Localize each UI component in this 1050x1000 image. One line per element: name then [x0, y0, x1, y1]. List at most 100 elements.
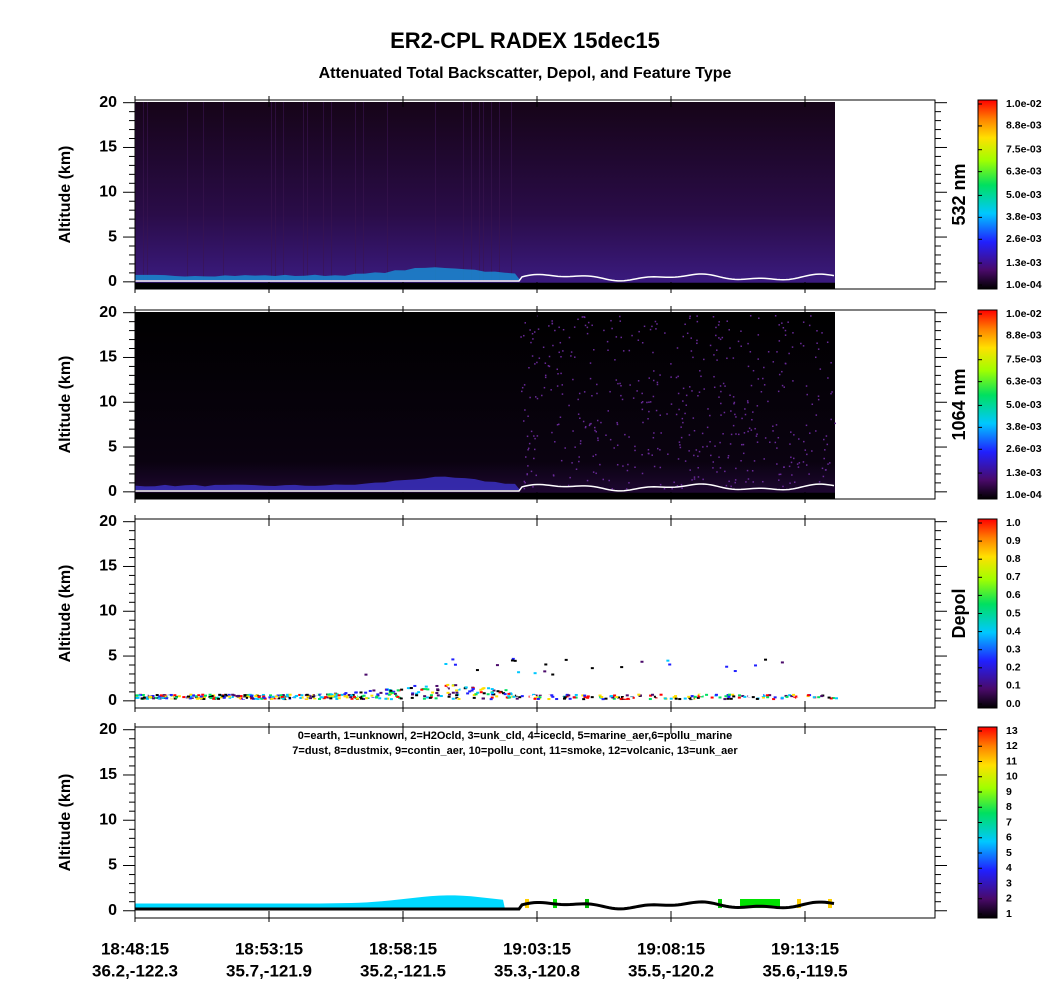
depol-pixel — [481, 697, 485, 700]
depol-pixel — [697, 693, 701, 696]
depol-pixel — [762, 695, 766, 698]
depol-pixel — [415, 694, 419, 697]
depol-pixel — [306, 695, 310, 698]
depol-pixel — [696, 696, 700, 699]
noise — [682, 387, 685, 390]
depol-pixel — [773, 696, 777, 699]
depol-pixel — [648, 698, 652, 701]
noise — [749, 315, 752, 317]
depol-pixel — [343, 695, 347, 698]
noise — [652, 436, 655, 439]
noise — [529, 329, 531, 331]
depol-pixel — [510, 659, 514, 662]
curtain — [135, 102, 835, 289]
depol-pixel — [250, 697, 254, 700]
noise — [826, 443, 829, 446]
depol-pixel — [266, 695, 270, 698]
noise — [663, 487, 666, 490]
noise — [531, 355, 534, 357]
noise — [656, 381, 659, 384]
surface-line — [135, 273, 835, 282]
depol-pixel — [533, 672, 537, 675]
depol-pixel — [370, 694, 374, 697]
depol-pixel — [578, 697, 582, 700]
depol-pixel — [417, 691, 421, 694]
noise — [524, 481, 526, 484]
noise — [730, 410, 732, 412]
y-tick-label: 10 — [99, 393, 117, 410]
colorbar-tick-label: 0.1 — [1006, 680, 1021, 692]
noise — [697, 455, 699, 457]
noise — [757, 334, 760, 336]
y-tick-label: 10 — [99, 183, 117, 200]
noise — [652, 379, 655, 382]
noise — [816, 330, 818, 332]
noise — [735, 433, 737, 435]
x-position-label: 35.5,-120.2 — [628, 961, 714, 980]
depol-pixel — [243, 696, 247, 699]
noise — [526, 435, 529, 438]
noise — [788, 352, 790, 355]
curtain-streak — [203, 102, 204, 281]
noise — [796, 463, 799, 465]
noise — [616, 421, 618, 424]
depol-pixel — [318, 697, 322, 700]
depol-pixel — [227, 693, 231, 696]
noise — [559, 341, 562, 344]
depol-pixel — [385, 688, 389, 691]
noise — [535, 474, 537, 477]
noise — [595, 472, 597, 475]
noise — [571, 462, 573, 464]
depol-pixel — [714, 693, 718, 696]
x-position-label: 35.6,-119.5 — [762, 961, 847, 980]
noise — [578, 456, 580, 458]
depol-pixel — [572, 696, 576, 699]
depol-pixel — [359, 691, 363, 694]
depol-pixel — [565, 695, 569, 698]
noise — [816, 342, 818, 344]
curtain-streak — [271, 102, 272, 281]
depol-pixel — [437, 697, 441, 700]
depol-pixel — [189, 693, 193, 696]
noise — [691, 390, 693, 392]
depol-pixel — [451, 697, 455, 700]
depol-pixel — [224, 693, 228, 696]
depol-pixel — [340, 693, 344, 696]
depol-pixel — [221, 695, 225, 698]
noise — [788, 465, 791, 468]
depol-pixel — [447, 695, 451, 698]
noise — [533, 448, 536, 451]
noise — [756, 433, 758, 435]
noise — [537, 328, 540, 330]
noise — [692, 356, 694, 359]
noise — [647, 449, 650, 451]
noise — [582, 420, 585, 423]
depol-pixel — [504, 689, 508, 692]
curtain-streak — [187, 102, 188, 281]
noise — [718, 396, 720, 398]
depol-pixel — [699, 694, 703, 697]
plot-frame — [134, 726, 936, 919]
noise — [790, 461, 793, 464]
noise — [726, 320, 728, 322]
depol-pixel — [640, 660, 644, 663]
depol-pixel — [222, 695, 226, 698]
depol-pixel — [246, 694, 250, 697]
depol-pixel — [538, 696, 542, 699]
noise — [712, 461, 715, 463]
colorbar-tick-label: 8 — [1006, 801, 1012, 813]
depol-pixel — [624, 697, 628, 700]
depol-pixel — [410, 696, 414, 699]
noise — [527, 447, 530, 450]
y-tick-label: 20 — [99, 721, 117, 738]
noise — [831, 391, 833, 393]
depol-pixel — [455, 689, 459, 692]
noise — [558, 326, 560, 329]
depol-pixel — [772, 698, 776, 701]
noise — [679, 444, 681, 446]
depol-pixel — [620, 696, 624, 699]
depol-pixel — [481, 687, 485, 690]
depol-pixel — [533, 697, 537, 700]
noise — [677, 375, 679, 378]
noise — [757, 358, 759, 360]
